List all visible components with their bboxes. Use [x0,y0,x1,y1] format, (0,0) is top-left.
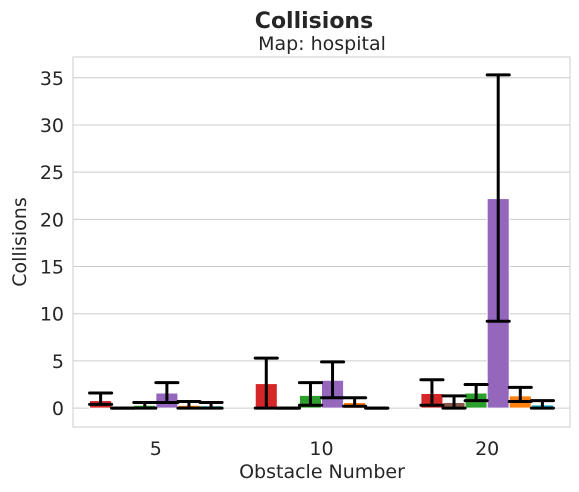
y-tick-5: 5 [52,351,64,373]
y-tick-0: 0 [52,398,64,420]
x-tick-5: 5 [150,438,162,460]
y-tick-10: 10 [40,304,64,326]
chart-subtitle: Map: hospital [258,33,386,55]
y-axis-label: Collisions [9,197,31,286]
x-tick-10: 10 [309,438,333,460]
chart-title: Collisions [255,9,373,34]
x-tick-labels: 5 10 20 [150,438,499,460]
y-tick-35: 35 [40,68,64,90]
x-tick-20: 20 [475,438,499,460]
y-tick-30: 30 [40,115,64,137]
y-tick-15: 15 [40,257,64,279]
y-tick-20: 20 [40,209,64,231]
y-tick-25: 25 [40,162,64,184]
error-bars [88,73,555,410]
y-tick-labels: 0 5 10 15 20 25 30 35 [40,68,64,420]
x-axis-label: Obstacle Number [239,461,405,483]
